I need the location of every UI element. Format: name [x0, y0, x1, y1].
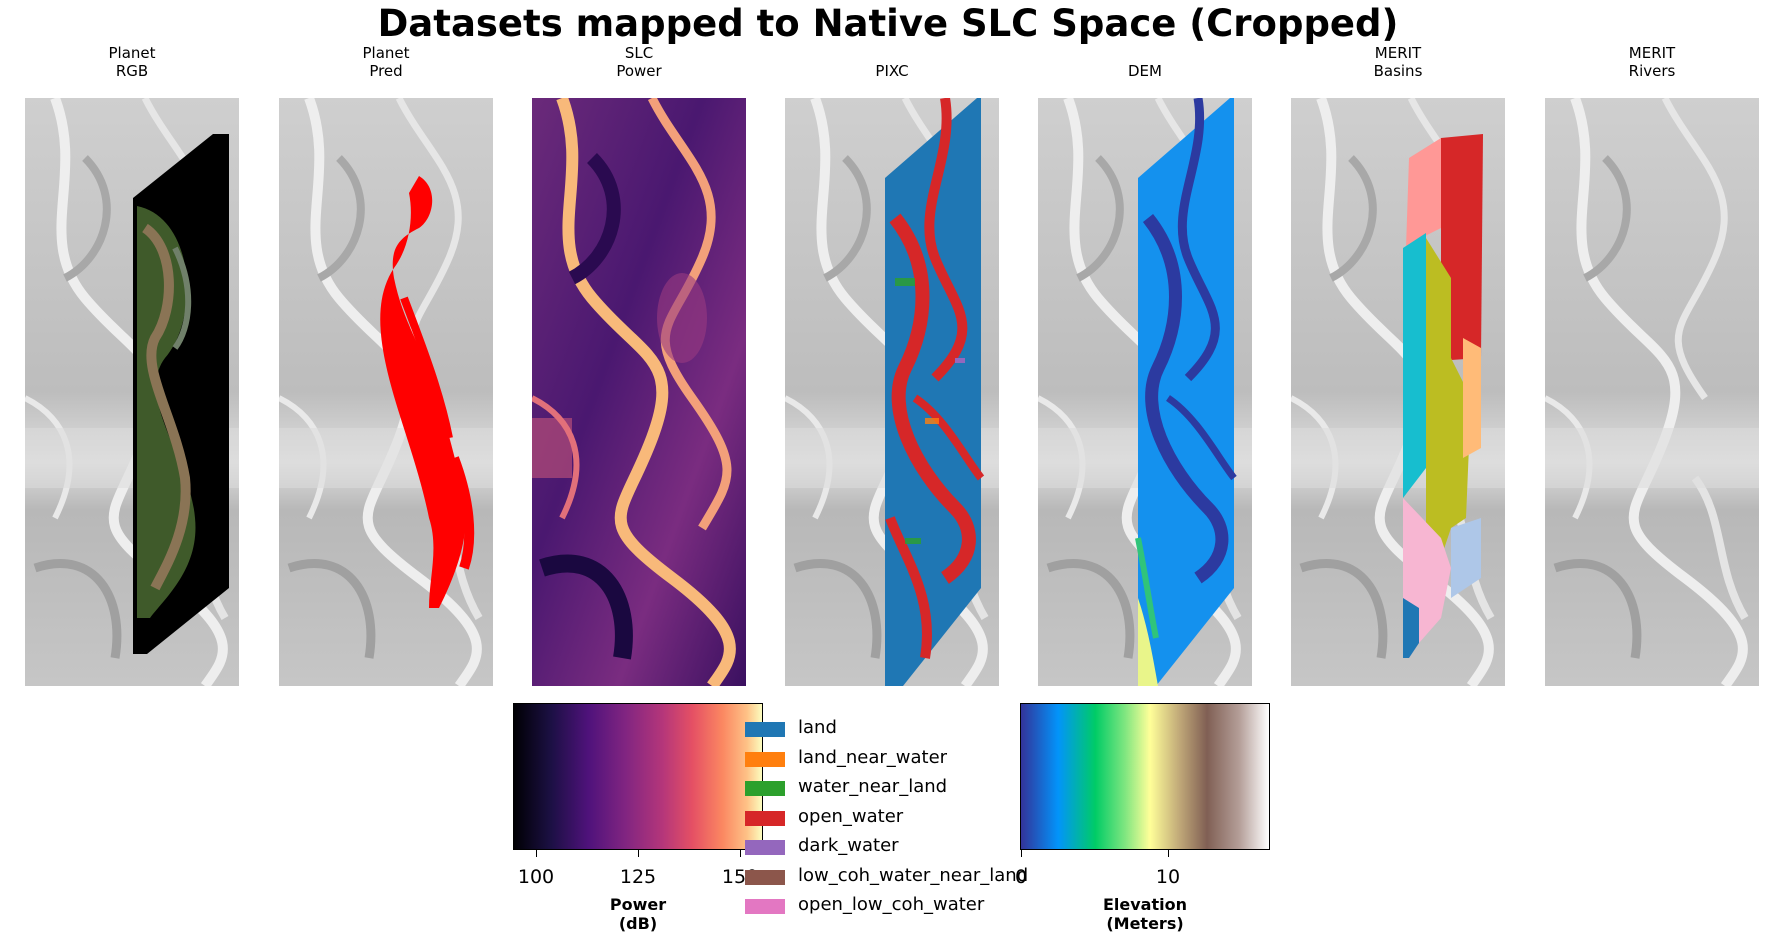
power-tick-mark: [740, 850, 741, 857]
elevation-tick-mark: [1168, 850, 1169, 857]
legend-label: dark_water: [798, 835, 899, 856]
panel-title-dem: DEM: [1128, 62, 1162, 80]
legend-label: water_near_land: [798, 776, 948, 797]
power-tick-mark: [638, 850, 639, 857]
panel-pixc: [785, 98, 999, 686]
power-tick-label: 125: [619, 866, 657, 888]
legend-label: land: [798, 717, 837, 738]
power-tick-label: 100: [517, 866, 555, 888]
panel-title-planet-rgb: Planet RGB: [108, 44, 156, 80]
panel-slc-power: [532, 98, 746, 686]
legend-label: open_low_coh_water: [798, 894, 985, 915]
panel-title-merit-rivers: MERIT Rivers: [1628, 44, 1676, 80]
elevation-tick-label: 0: [1014, 866, 1028, 888]
elevation-colorbar-label: Elevation (Meters): [1102, 895, 1187, 933]
legend-label: land_near_water: [798, 746, 948, 768]
legend-swatch: [745, 869, 785, 885]
legend-swatch: [745, 899, 785, 914]
panel-title-planet-pred: Planet Pred: [362, 44, 410, 80]
power-colorbar-label: Power (dB): [609, 895, 667, 933]
panel-merit-basins: [1291, 98, 1505, 686]
panel-title-pixc: PIXC: [875, 62, 909, 80]
elevation-tick-label: 10: [1155, 866, 1181, 888]
legend-swatch: [745, 840, 785, 855]
elevation-colorbar: [1020, 703, 1270, 850]
panel-title-merit-basins: MERIT Basins: [1373, 44, 1423, 80]
power-tick-mark: [536, 850, 537, 857]
panel-dem: [1038, 98, 1252, 686]
figure-title: Datasets mapped to Native SLC Space (Cro…: [377, 2, 1399, 45]
legend-label: open_water: [798, 805, 904, 827]
legend-swatch: [745, 781, 785, 796]
legend-swatch: [745, 751, 785, 767]
elevation-tick-mark: [1021, 850, 1022, 857]
panel-planet-pred: [279, 98, 493, 686]
panel-title-slc-power: SLC Power: [616, 44, 662, 80]
legend-swatch: [745, 722, 785, 737]
power-colorbar: [513, 703, 763, 850]
legend-label: low_coh_water_near_land: [798, 864, 1029, 886]
panel-merit-rivers: [1545, 98, 1759, 686]
panel-planet-rgb: [25, 98, 239, 686]
legend-swatch: [745, 810, 785, 826]
